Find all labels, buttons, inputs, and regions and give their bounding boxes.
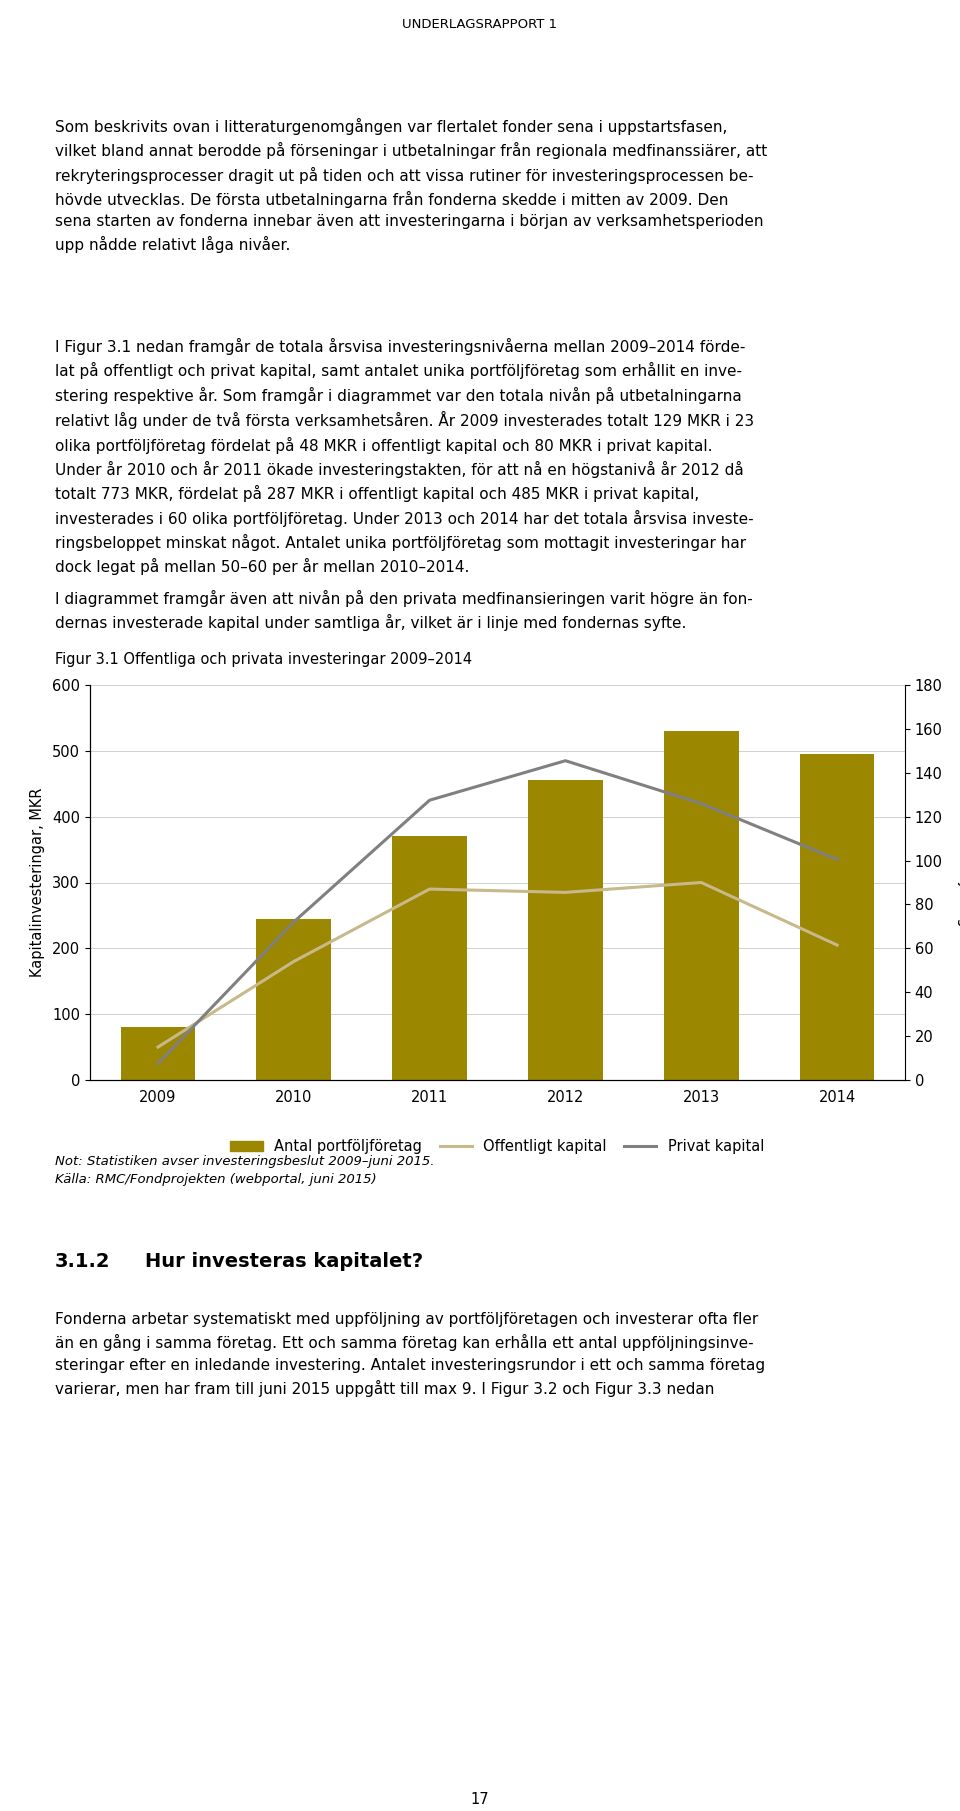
Text: Som beskrivits ovan i litteraturgenomgången var flertalet fonder sena i uppstart: Som beskrivits ovan i litteraturgenomgån…	[55, 118, 767, 254]
Bar	[121, 1027, 195, 1079]
Bar	[664, 732, 738, 1079]
Legend: Antal portföljföretag, Offentligt kapital, Privat kapital: Antal portföljföretag, Offentligt kapita…	[225, 1134, 770, 1159]
Text: Figur 3.1 Offentliga och privata investeringar 2009–2014: Figur 3.1 Offentliga och privata investe…	[55, 652, 472, 666]
Text: I Figur 3.1 nedan framgår de totala årsvisa investeringsnivåerna mellan 2009–201: I Figur 3.1 nedan framgår de totala årsv…	[55, 339, 755, 576]
Bar	[800, 753, 875, 1079]
Text: Fonderna arbetar systematiskt med uppföljning av portföljföretagen och investera: Fonderna arbetar systematiskt med uppföl…	[55, 1311, 765, 1396]
Bar	[528, 781, 603, 1079]
Text: 3.1.2: 3.1.2	[55, 1251, 110, 1271]
Y-axis label: Kapitalinvesteringar, MKR: Kapitalinvesteringar, MKR	[30, 788, 45, 978]
Y-axis label: Portföljbolag: Portföljbolag	[955, 837, 960, 929]
Text: Not: Statistiken avser investeringsbeslut 2009–juni 2015.
Källa: RMC/Fondprojekt: Not: Statistiken avser investeringsbeslu…	[55, 1155, 435, 1186]
Bar	[256, 918, 331, 1079]
Bar	[393, 837, 467, 1079]
Text: Hur investeras kapitalet?: Hur investeras kapitalet?	[145, 1251, 423, 1271]
Text: UNDERLAGSRAPPORT 1: UNDERLAGSRAPPORT 1	[402, 18, 558, 31]
Text: 17: 17	[470, 1793, 490, 1807]
Text: I diagrammet framgår även att nivån på den privata medfinansieringen varit högre: I diagrammet framgår även att nivån på d…	[55, 590, 753, 632]
